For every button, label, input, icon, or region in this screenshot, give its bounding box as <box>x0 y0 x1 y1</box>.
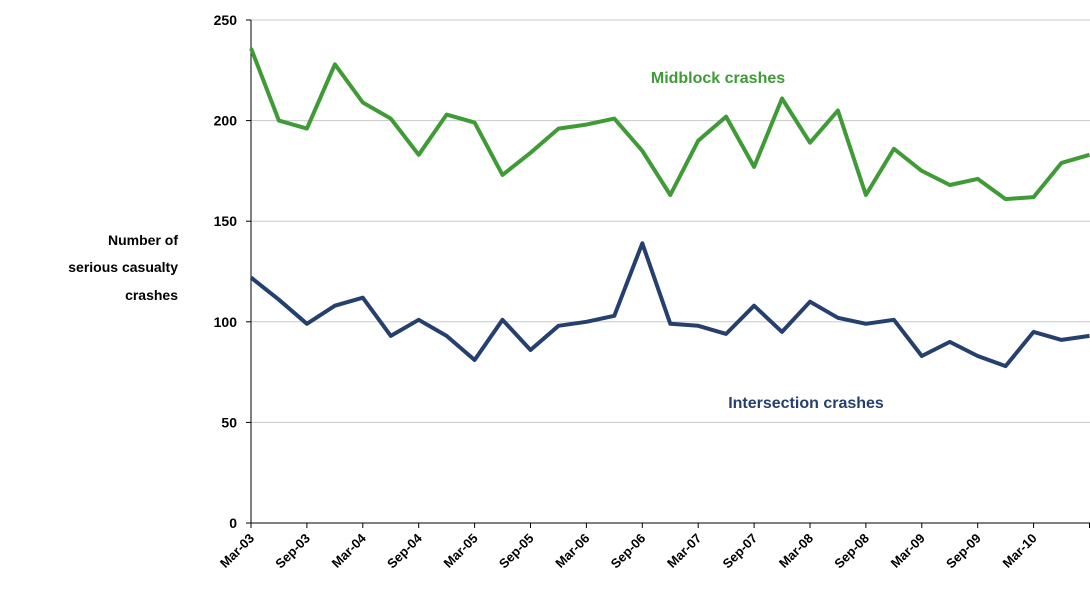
y-tick-label: 250 <box>214 12 238 28</box>
y-axis-label: Number of <box>108 232 178 248</box>
x-tick-label: Sep-07 <box>719 531 760 572</box>
x-tick-label: Mar-04 <box>329 530 370 571</box>
x-tick-label: Mar-05 <box>440 531 480 571</box>
x-tick-label: Mar-09 <box>888 531 928 571</box>
x-tick-label: Sep-08 <box>831 531 872 572</box>
x-tick-label: Mar-03 <box>217 531 257 571</box>
series-label: Midblock crashes <box>651 70 785 87</box>
y-axis-label: serious casualty <box>68 259 178 275</box>
x-tick-label: Mar-06 <box>552 531 592 571</box>
y-axis-label: crashes <box>125 287 178 303</box>
x-tick-label: Sep-05 <box>496 531 537 572</box>
x-tick-label: Mar-08 <box>776 531 816 571</box>
x-tick-label: Mar-10 <box>999 531 1039 571</box>
x-tick-label: Sep-04 <box>384 530 425 571</box>
y-tick-label: 150 <box>214 213 238 229</box>
y-tick-label: 200 <box>214 113 238 129</box>
x-tick-label: Mar-07 <box>664 531 704 571</box>
y-tick-label: 0 <box>229 515 237 531</box>
series-label: Intersection crashes <box>728 395 884 412</box>
y-tick-label: 100 <box>214 314 238 330</box>
y-tick-label: 50 <box>221 414 237 430</box>
series-line <box>249 47 1090 202</box>
x-tick-label: Sep-09 <box>943 531 984 572</box>
series-line <box>249 241 1090 369</box>
x-tick-label: Sep-03 <box>272 531 313 572</box>
x-tick-label: Sep-06 <box>608 531 649 572</box>
